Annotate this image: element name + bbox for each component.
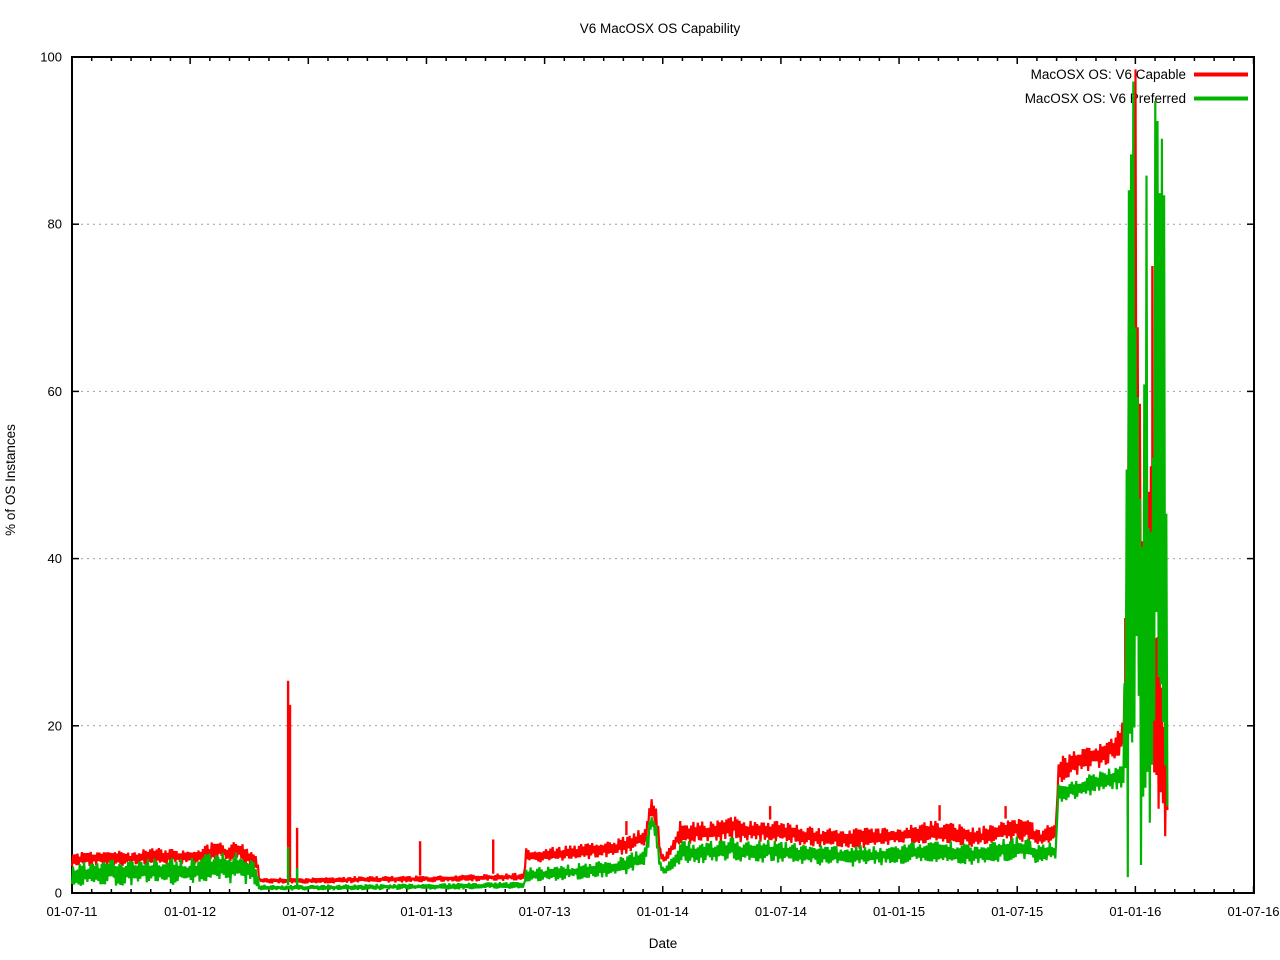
x-tick-label: 01-01-16 — [1109, 904, 1161, 919]
legend-label-capable: MacOSX OS: V6 Capable — [1031, 67, 1186, 82]
y-tick-label: 60 — [48, 384, 62, 399]
legend: MacOSX OS: V6 Capable MacOSX OS: V6 Pref… — [1025, 67, 1248, 106]
y-tick-label: 20 — [48, 718, 62, 733]
legend-label-preferred: MacOSX OS: V6 Preferred — [1025, 91, 1186, 106]
x-tick-label: 01-01-14 — [637, 904, 689, 919]
y-tick-label: 40 — [48, 551, 62, 566]
x-tick-label: 01-01-12 — [164, 904, 216, 919]
x-tick-label: 01-01-15 — [873, 904, 925, 919]
y-tick-label: 0 — [55, 886, 62, 901]
x-tick-label: 01-07-16 — [1227, 904, 1279, 919]
plot-area: 01-07-11 01-01-12 01-07-12 01-01-13 01-07-13… — [40, 50, 1279, 920]
y-tick-label: 100 — [40, 50, 62, 65]
y-tick-label: 80 — [48, 217, 62, 232]
static-labels: V6 MacOSX OS Capability Date % of OS Ins… — [3, 21, 741, 951]
x-tick-label: 01-01-13 — [400, 904, 452, 919]
x-axis-label: Date — [649, 936, 678, 951]
x-tick-label: 01-07-13 — [519, 904, 571, 919]
x-tick-label: 01-07-14 — [755, 904, 807, 919]
series-v6-preferred-line — [70, 81, 1169, 891]
x-tick-label: 01-07-11 — [46, 904, 97, 919]
x-tick-label: 01-07-15 — [991, 904, 1043, 919]
x-tick-label: 01-07-12 — [282, 904, 334, 919]
chart-title: V6 MacOSX OS Capability — [580, 21, 741, 36]
series-v6-capable-line — [70, 69, 1169, 884]
y-axis-label: % of OS Instances — [3, 424, 18, 536]
